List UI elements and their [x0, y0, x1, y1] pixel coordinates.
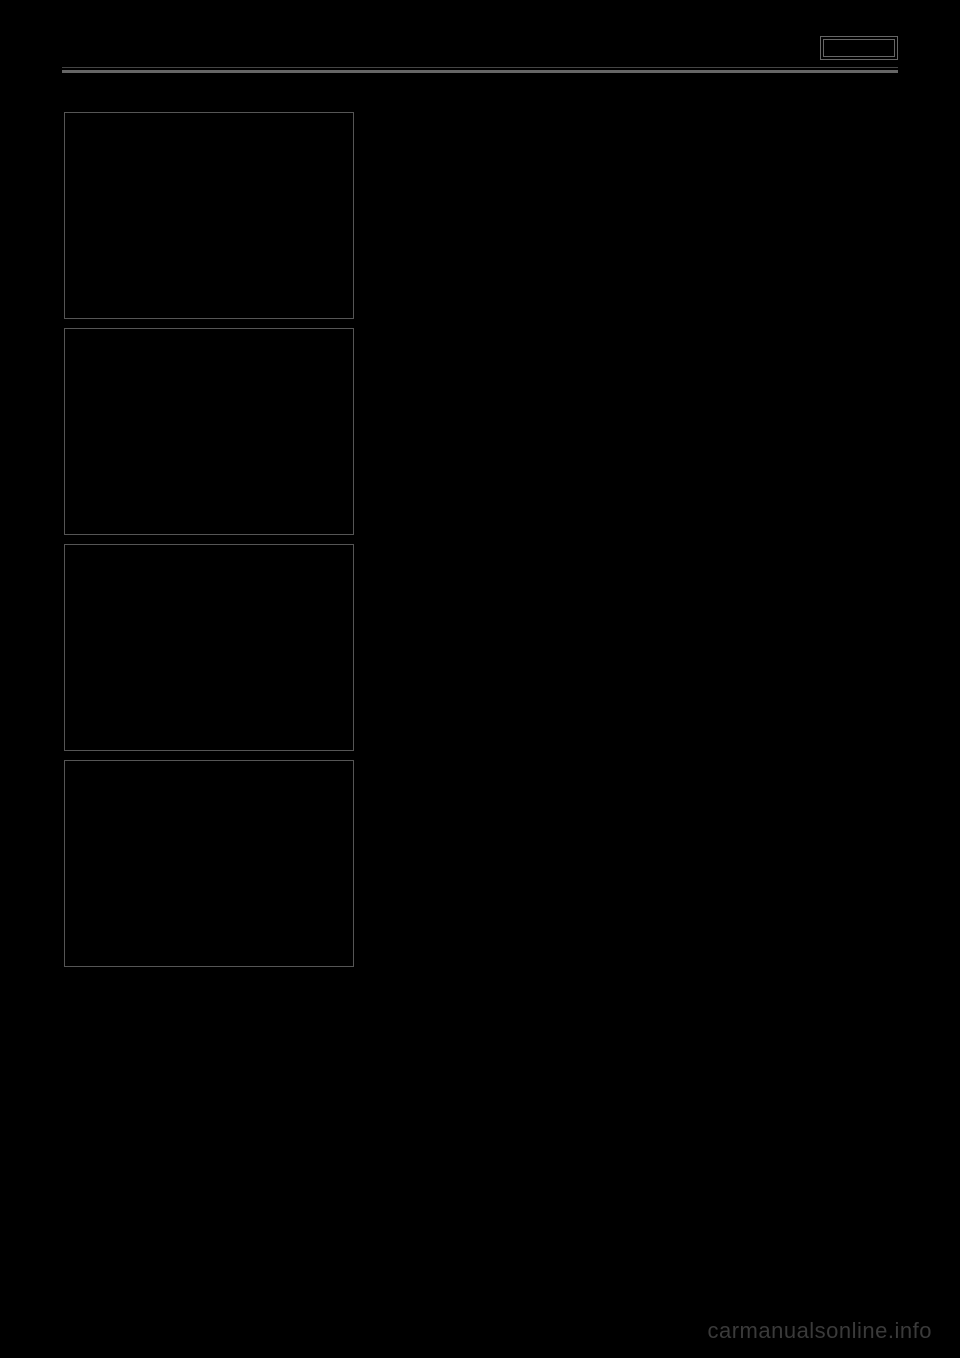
watermark-text: carmanualsonline.info [707, 1318, 932, 1344]
header-rule [62, 70, 898, 73]
image-placeholder-4 [64, 760, 354, 967]
image-placeholder-2 [64, 328, 354, 535]
page-number-tab [820, 36, 898, 60]
image-placeholder-1 [64, 112, 354, 319]
image-placeholder-3 [64, 544, 354, 751]
